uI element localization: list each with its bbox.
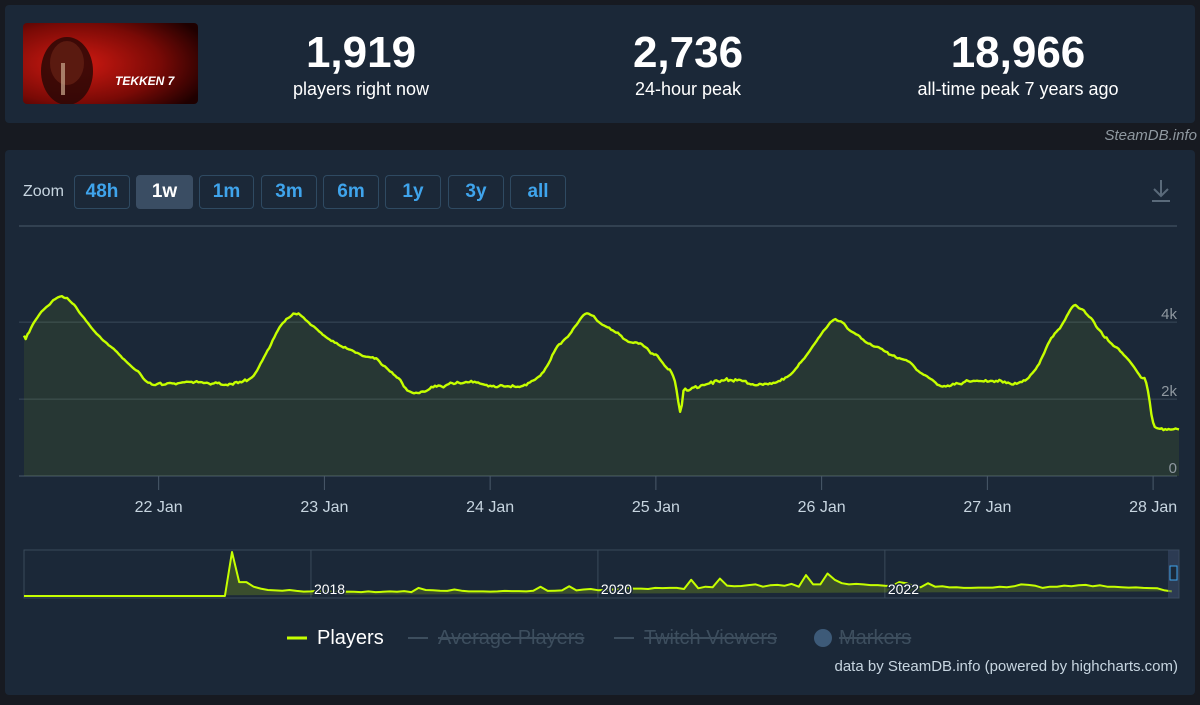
chart-legend: Players Average Players Twitch Viewers M… (5, 624, 1195, 654)
zoom-1w-button[interactable]: 1w (136, 175, 193, 209)
stat-value: 2,736 (632, 28, 744, 77)
zoom-3m-button[interactable]: 3m (261, 175, 317, 209)
legend-twitch-swatch (614, 637, 634, 639)
navigator-year-labels: 2018 2020 2022 (312, 580, 920, 599)
legend-players-swatch (287, 636, 307, 640)
navigator-year-label: 2018 (314, 581, 345, 597)
highcharts-credit[interactable]: data by SteamDB.info (powered by highcha… (834, 658, 1179, 675)
game-thumbnail[interactable]: TEKKEN 7 (23, 23, 198, 104)
main-chart-y-axis: 0 2k 4k (1161, 306, 1177, 477)
x-tick-label: 23 Jan (300, 499, 348, 516)
legend-label: Average Players (438, 626, 585, 649)
chart-panel: Zoom 48h 1w 1m 3m 6m 1y 3y all 22 Jan 23 … (5, 150, 1195, 695)
download-icon[interactable] (1149, 177, 1173, 210)
x-tick-label: 26 Jan (798, 499, 846, 516)
zoom-1m-button[interactable]: 1m (199, 175, 254, 209)
steamdb-credit[interactable]: SteamDB.info (1104, 127, 1197, 144)
game-thumbnail-image: TEKKEN 7 (23, 23, 198, 104)
game-thumbnail-label: TEKKEN 7 (115, 74, 176, 88)
legend-markers[interactable]: Markers (813, 624, 911, 652)
main-chart[interactable]: 22 Jan 23 Jan 24 Jan 25 Jan 26 Jan 27 Jan 28 J… (5, 220, 1195, 590)
y-tick-label: 2k (1161, 383, 1177, 400)
legend-twitch-viewers[interactable]: Twitch Viewers (614, 624, 777, 652)
navigator-year-label: 2022 (888, 581, 919, 597)
zoom-6m-button[interactable]: 6m (323, 175, 379, 209)
navigator-handle[interactable] (1169, 565, 1178, 581)
zoom-1y-button[interactable]: 1y (385, 175, 441, 209)
zoom-3y-button[interactable]: 3y (448, 175, 504, 209)
navigator-line (24, 551, 1172, 597)
legend-markers-swatch (814, 629, 832, 647)
players-area (24, 296, 1179, 476)
navigator-year-label: 2020 (601, 581, 632, 597)
navigator-chart[interactable]: 2018 2020 2022 (5, 546, 1195, 606)
legend-players[interactable]: Players (287, 624, 384, 652)
stat-current-players: 1,919 players right now (261, 27, 461, 101)
stat-24h-peak: 2,736 24-hour peak (588, 27, 788, 101)
stat-value: 1,919 (305, 28, 417, 77)
stat-label: players right now (292, 79, 430, 99)
stat-label: 24-hour peak (634, 79, 742, 99)
x-tick-label: 24 Jan (466, 499, 514, 516)
stat-all-time-peak: 18,966 all-time peak 7 years ago (888, 27, 1148, 101)
y-tick-label: 4k (1161, 306, 1177, 323)
legend-label: Players (317, 626, 384, 649)
stat-label: all-time peak 7 years ago (917, 79, 1119, 99)
zoom-label: Zoom (23, 183, 64, 200)
x-tick-label: 28 Jan (1129, 499, 1177, 516)
legend-average-swatch (408, 637, 428, 639)
x-tick-label: 25 Jan (632, 499, 680, 516)
players-line[interactable] (22, 295, 1180, 432)
zoom-48h-button[interactable]: 48h (74, 175, 130, 209)
legend-label: Twitch Viewers (644, 626, 778, 649)
stats-panel: TEKKEN 7 1,919 players right now 2,736 2… (5, 5, 1195, 123)
legend-label: Markers (839, 626, 912, 649)
main-chart-x-axis: 22 Jan 23 Jan 24 Jan 25 Jan 26 Jan 27 Jan 28 J… (135, 476, 1177, 516)
zoom-all-button[interactable]: all (510, 175, 566, 209)
x-tick-label: 22 Jan (135, 499, 183, 516)
x-tick-label: 27 Jan (963, 499, 1011, 516)
navigator-area (24, 552, 1172, 596)
y-tick-label: 0 (1169, 460, 1177, 477)
stat-value: 18,966 (950, 28, 1086, 77)
legend-average-players[interactable]: Average Players (408, 624, 584, 652)
